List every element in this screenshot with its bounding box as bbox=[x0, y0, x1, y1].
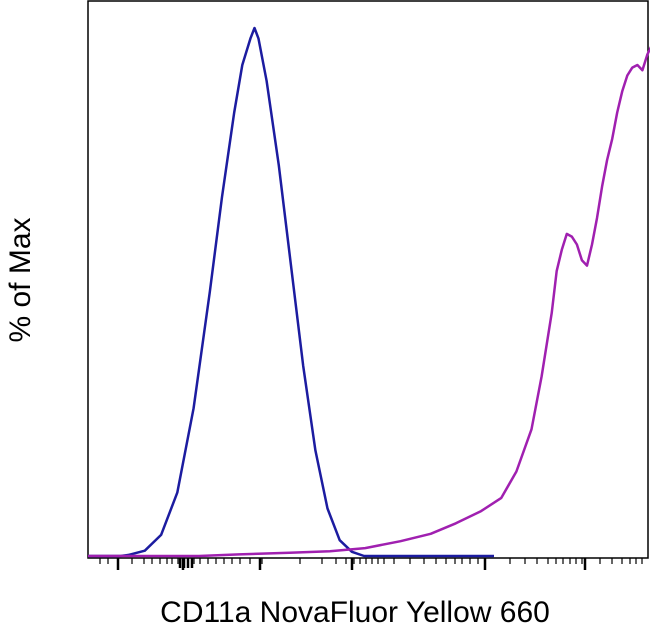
x-axis-label: CD11a NovaFluor Yellow 660 bbox=[160, 596, 550, 629]
series-layer bbox=[88, 26, 650, 558]
series-line-1 bbox=[88, 26, 494, 558]
plot-frame bbox=[87, 0, 649, 559]
x-axis-ticks bbox=[99, 558, 643, 570]
series-line-2 bbox=[88, 46, 650, 558]
y-axis-label: % of Max bbox=[4, 217, 37, 342]
